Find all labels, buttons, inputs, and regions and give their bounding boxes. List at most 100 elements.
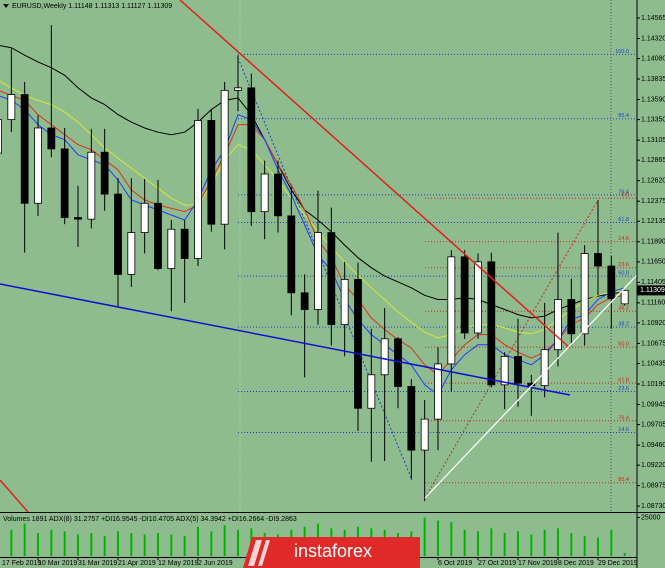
fib-label: 23.6 <box>618 386 629 392</box>
fib-label: 100.0 <box>615 49 629 55</box>
y-tick-label: 1.10190 <box>641 381 665 388</box>
y-tick-label: 1.10920 <box>641 320 665 327</box>
y-tick-label: 1.11890 <box>641 239 665 246</box>
y-tick-label: 1.12620 <box>641 178 665 185</box>
y-tick-label: 1.13350 <box>641 116 665 123</box>
fib-label: 76.4 <box>618 415 629 421</box>
trend-line <box>179 0 571 349</box>
candle-body <box>367 374 376 409</box>
candle-body <box>207 120 216 225</box>
fib-label: 61.8 <box>618 378 629 384</box>
candle-body <box>460 256 469 334</box>
trend-line <box>0 283 571 396</box>
fib-label: 23.6 <box>618 262 629 268</box>
last-price-label: 1.11309 <box>640 287 665 294</box>
fib-label: 38.2 <box>618 306 629 312</box>
y-tick-label: 1.11160 <box>641 300 665 307</box>
candle-body <box>300 292 309 310</box>
ma-line <box>0 80 625 339</box>
candle-body <box>434 363 442 420</box>
candle-body <box>7 94 16 121</box>
y-tick-label: 25000 <box>641 514 661 521</box>
candle-body <box>514 355 522 384</box>
candle-body <box>487 261 496 386</box>
fib-label: 0.0 <box>621 193 629 199</box>
y-tick-label: 1.13105 <box>641 137 665 144</box>
y-tick-label: 1.12135 <box>641 218 665 225</box>
fib-label: 76.4 <box>618 189 629 195</box>
candle-body <box>34 127 42 204</box>
y-tick-label: 1.11405 <box>641 279 665 286</box>
candle-body <box>87 151 96 220</box>
x-tick-label: 6 Oct 2019 <box>438 560 472 567</box>
candle-body <box>407 386 416 451</box>
fib-diagonal <box>237 57 413 481</box>
candle-body <box>127 232 136 275</box>
ma-line <box>0 45 625 319</box>
x-tick-label: 2 Jun 2019 <box>198 560 233 567</box>
watermark-text: instaforex <box>294 541 372 561</box>
last-price-box <box>637 285 665 296</box>
fib-label: 85.4 <box>618 477 629 483</box>
x-tick-label: 21 Apr 2019 <box>118 560 156 567</box>
y-tick-label: 1.10435 <box>641 360 665 367</box>
candle-body <box>327 232 336 325</box>
price-pane: 100.0 85.4 76.4 61.8 50.0 38.2 23.6 14.6 0.0 14.6… <box>0 0 637 512</box>
fib-label: 61.8 <box>618 217 629 223</box>
y-tick-label: 1.12865 <box>641 157 665 164</box>
y-tick-label: 1.13835 <box>641 76 665 83</box>
fib-label: 50.0 <box>618 342 629 348</box>
candle-body <box>340 279 349 325</box>
y-tick-label: 1.14080 <box>641 55 665 62</box>
x-tick-label: 17 Feb 2019 <box>2 560 41 567</box>
candle-body <box>447 256 456 365</box>
trend-line <box>0 479 29 512</box>
candle-body <box>580 253 589 335</box>
candle-body <box>154 202 162 269</box>
candle-body <box>554 299 562 351</box>
x-tick-label: 29 Dec 2019 <box>598 560 638 567</box>
fib-label: 85.4 <box>618 113 629 119</box>
candle-body <box>180 228 189 259</box>
candle-body <box>420 418 429 451</box>
trend-lines <box>0 0 637 512</box>
y-tick-label: 1.09460 <box>641 442 665 449</box>
y-tick-label: 1.08730 <box>641 503 665 510</box>
trend-line <box>424 274 637 499</box>
chart-title: EURUSD,Weekly 1.11148 1.11313 1.11127 1.… <box>12 3 172 10</box>
menu-icon[interactable] <box>3 4 9 8</box>
y-tick-label: 1.08975 <box>641 482 665 489</box>
candle-body <box>607 265 616 300</box>
candle-body <box>100 151 109 195</box>
x-tick-label: 27 Oct 2019 <box>478 560 516 567</box>
x-tick-label: 8 Dec 2019 <box>558 560 594 567</box>
indicator-label: Volumes 1891 ADX(8) 31.2757 +DI16.9545 -… <box>3 516 297 523</box>
candle-body <box>0 119 2 154</box>
candle-body <box>354 279 362 409</box>
candle-body <box>500 355 509 386</box>
x-tick-label: 12 May 2019 <box>158 560 199 567</box>
watermark-box <box>243 537 420 568</box>
candle-body <box>380 338 389 376</box>
watermark-stripe <box>258 540 270 566</box>
y-tick-label: 1.10675 <box>641 340 665 347</box>
fib-label: 14.6 <box>618 427 629 433</box>
candle-body <box>474 261 482 334</box>
x-tick-label: 31 Mar 2019 <box>78 560 117 567</box>
candle-body <box>540 349 549 387</box>
candle-body <box>220 89 229 225</box>
fib-label: 38.2 <box>618 322 629 328</box>
candle-body <box>60 148 69 218</box>
candle-body <box>260 173 269 213</box>
candle-body <box>167 228 176 269</box>
candle-body <box>140 202 149 233</box>
candle-body <box>47 127 56 150</box>
fib-label: 14.6 <box>618 236 629 242</box>
y-tick-label: 1.09220 <box>641 462 665 469</box>
y-tick-label: 1.09945 <box>641 401 665 408</box>
candle-body <box>274 173 282 217</box>
y-tick-label: 1.14565 <box>641 15 665 22</box>
candle-body <box>74 217 82 220</box>
watermark-stripe <box>248 540 262 566</box>
